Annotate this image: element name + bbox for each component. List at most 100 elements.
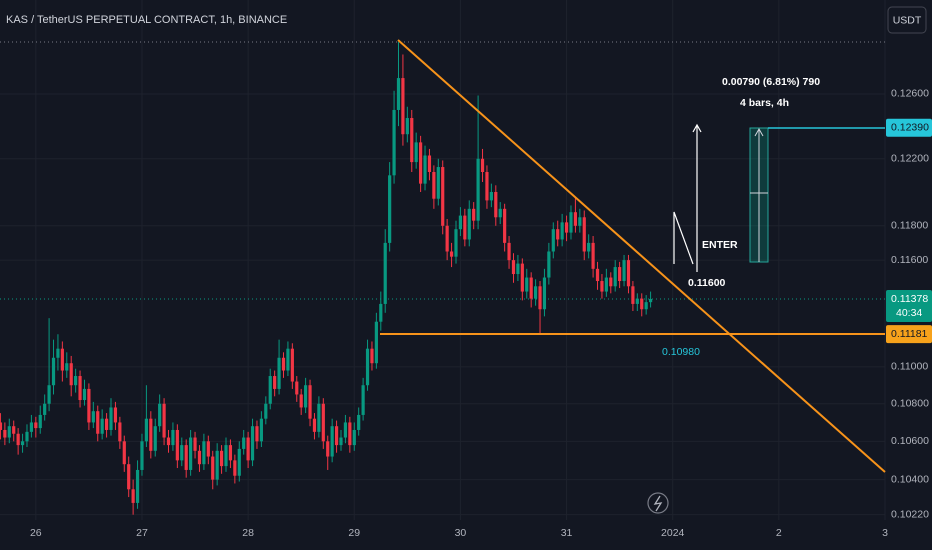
price-label-box [886, 325, 932, 344]
candle-body [587, 242, 591, 252]
candle-body [551, 229, 555, 252]
candle-body [516, 263, 520, 275]
x-tick-label: 3 [882, 527, 888, 539]
candle-body [445, 225, 449, 252]
candle-body [127, 464, 131, 490]
candle-body [485, 172, 489, 201]
candle-body [242, 437, 246, 449]
candle-body [604, 277, 608, 292]
candle-body [317, 403, 321, 432]
candle-body [219, 450, 224, 467]
candle-body [348, 422, 352, 446]
candle-body [259, 418, 263, 442]
candle-body [237, 448, 241, 476]
candle-body [29, 422, 34, 432]
x-tick-label: 31 [561, 527, 573, 539]
y-tick-label: 0.12600 [891, 88, 929, 100]
candle-body [383, 242, 387, 304]
candle-body [489, 192, 493, 201]
candle-body [47, 385, 51, 404]
candle-body [321, 403, 325, 442]
candle-body [334, 426, 339, 446]
candle-body [640, 298, 644, 310]
candle-body [573, 212, 578, 226]
candle-body [166, 437, 171, 446]
candle-body [175, 429, 179, 461]
candle-body [16, 433, 20, 446]
candle-body [69, 363, 73, 386]
candle-body [180, 445, 184, 461]
candle-body [648, 298, 653, 303]
candle-body [131, 489, 135, 503]
measure-bars: 4 bars, 4h [740, 97, 789, 109]
candle-body [228, 445, 233, 461]
candle-body [206, 441, 210, 457]
candle-body [162, 403, 166, 438]
candle-body [343, 422, 348, 438]
candle-body [379, 303, 383, 322]
candle-body [631, 286, 635, 304]
trend-line [397, 39, 886, 473]
currency-label: USDT [893, 14, 922, 26]
candle-body [12, 426, 16, 434]
candle-body [273, 376, 277, 389]
candle-body [538, 286, 542, 310]
candle-body [361, 385, 365, 415]
candle-body [613, 267, 617, 287]
candle-body [246, 437, 250, 461]
alert-icon [647, 492, 669, 514]
candle-body [520, 263, 524, 292]
candle-body [268, 376, 272, 404]
candle-body [441, 167, 445, 226]
candle-body [113, 407, 118, 423]
candle-body [153, 426, 157, 451]
y-tick-label: 0.10800 [891, 398, 929, 410]
x-tick-label: 28 [242, 527, 254, 539]
candle-body [463, 215, 467, 240]
price-label: 0.12390 [891, 122, 929, 134]
chart-title: KAS / TetherUS PERPETUAL CONTRACT, 1h, B… [6, 14, 287, 26]
support-price: 0.10980 [662, 346, 700, 358]
candle-body [211, 456, 215, 480]
candle-body [233, 460, 237, 476]
y-tick-label: 0.10400 [891, 473, 929, 485]
candle-body [644, 302, 648, 310]
currency-button[interactable] [887, 6, 927, 34]
x-tick-label: 2 [776, 527, 782, 539]
candle-body [171, 429, 175, 446]
candle-body [578, 217, 582, 226]
price-label-box [886, 289, 932, 322]
candle-body [184, 445, 188, 470]
y-tick-label: 0.12200 [891, 153, 929, 165]
candle-body [339, 437, 343, 446]
candle-body [264, 403, 268, 419]
candle-body [511, 260, 516, 275]
price-label: 0.11378 [891, 293, 928, 305]
candle-body [370, 348, 374, 364]
candle-body [449, 251, 454, 257]
candle-body [0, 422, 3, 430]
candle-body [330, 426, 334, 457]
y-tick-label: 0.11800 [891, 220, 928, 232]
candle-body [197, 450, 202, 465]
measure-label: 0.00790 (6.81%) 790 [722, 76, 820, 88]
candle-body [51, 357, 56, 386]
candle-body [618, 267, 622, 282]
candle-body [65, 363, 69, 371]
price-label: 0.11181 [891, 328, 928, 340]
candle-body [458, 215, 463, 230]
candle-body [392, 109, 396, 176]
candle-body [529, 277, 533, 299]
candle-body [365, 348, 370, 386]
candle-body [189, 437, 193, 470]
candles [0, 41, 653, 515]
candle-body [144, 418, 148, 442]
price-countdown: 40:34 [896, 307, 922, 319]
candle-body [100, 418, 104, 434]
candle-body [255, 426, 259, 442]
enter-label: ENTER [702, 239, 738, 251]
candle-body [312, 418, 317, 432]
candle-body [308, 385, 312, 419]
